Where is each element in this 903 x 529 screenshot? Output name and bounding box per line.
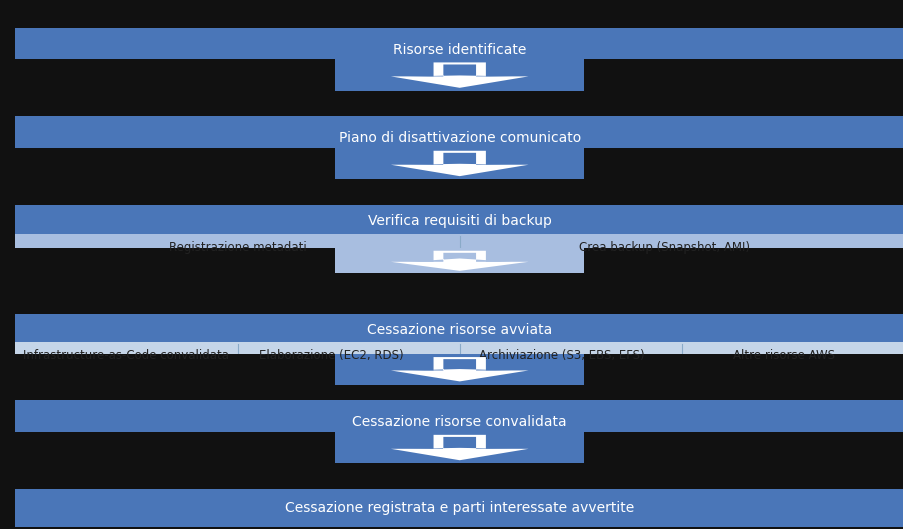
Text: Archiviazione (S3, EBS, EFS): Archiviazione (S3, EBS, EFS): [479, 349, 644, 362]
FancyBboxPatch shape: [583, 432, 903, 463]
FancyBboxPatch shape: [583, 148, 903, 179]
FancyBboxPatch shape: [335, 59, 583, 91]
FancyBboxPatch shape: [15, 354, 335, 385]
FancyBboxPatch shape: [335, 148, 583, 179]
FancyBboxPatch shape: [15, 59, 335, 91]
Text: Cessazione registrata e parti interessate avvertite: Cessazione registrata e parti interessat…: [284, 501, 634, 515]
FancyBboxPatch shape: [335, 354, 583, 385]
Polygon shape: [390, 357, 528, 381]
FancyBboxPatch shape: [15, 248, 335, 273]
FancyBboxPatch shape: [15, 28, 903, 72]
Polygon shape: [408, 359, 511, 370]
Text: Cessazione risorse convalidata: Cessazione risorse convalidata: [352, 415, 566, 428]
FancyBboxPatch shape: [15, 234, 903, 261]
Polygon shape: [390, 151, 528, 176]
Polygon shape: [390, 435, 528, 460]
Polygon shape: [408, 153, 511, 165]
Text: Altre risorse AWS: Altre risorse AWS: [732, 349, 834, 362]
Polygon shape: [408, 437, 511, 449]
Text: Cessazione risorse avviata: Cessazione risorse avviata: [367, 323, 552, 337]
Text: Registrazione metadati: Registrazione metadati: [169, 241, 306, 254]
Polygon shape: [390, 62, 528, 88]
FancyBboxPatch shape: [583, 354, 903, 385]
FancyBboxPatch shape: [15, 432, 335, 463]
FancyBboxPatch shape: [15, 314, 903, 346]
Polygon shape: [408, 65, 511, 76]
Text: Elaborazione (EC2, RDS): Elaborazione (EC2, RDS): [258, 349, 403, 362]
Polygon shape: [408, 253, 511, 262]
FancyBboxPatch shape: [335, 248, 583, 273]
Text: Crea backup (Snapshot, AMI): Crea backup (Snapshot, AMI): [578, 241, 749, 254]
FancyBboxPatch shape: [15, 116, 903, 160]
FancyBboxPatch shape: [15, 400, 903, 443]
Text: Piano di disattivazione comunicato: Piano di disattivazione comunicato: [339, 131, 581, 144]
FancyBboxPatch shape: [15, 148, 335, 179]
Text: Verifica requisiti di backup: Verifica requisiti di backup: [368, 214, 551, 227]
Text: Infrastructure-as-Code convalidata: Infrastructure-as-Code convalidata: [23, 349, 229, 362]
FancyBboxPatch shape: [335, 432, 583, 463]
FancyBboxPatch shape: [583, 248, 903, 273]
FancyBboxPatch shape: [15, 489, 903, 527]
FancyBboxPatch shape: [15, 205, 903, 236]
FancyBboxPatch shape: [15, 342, 903, 369]
FancyBboxPatch shape: [583, 59, 903, 91]
Polygon shape: [390, 251, 528, 271]
Text: Risorse identificate: Risorse identificate: [393, 43, 526, 57]
